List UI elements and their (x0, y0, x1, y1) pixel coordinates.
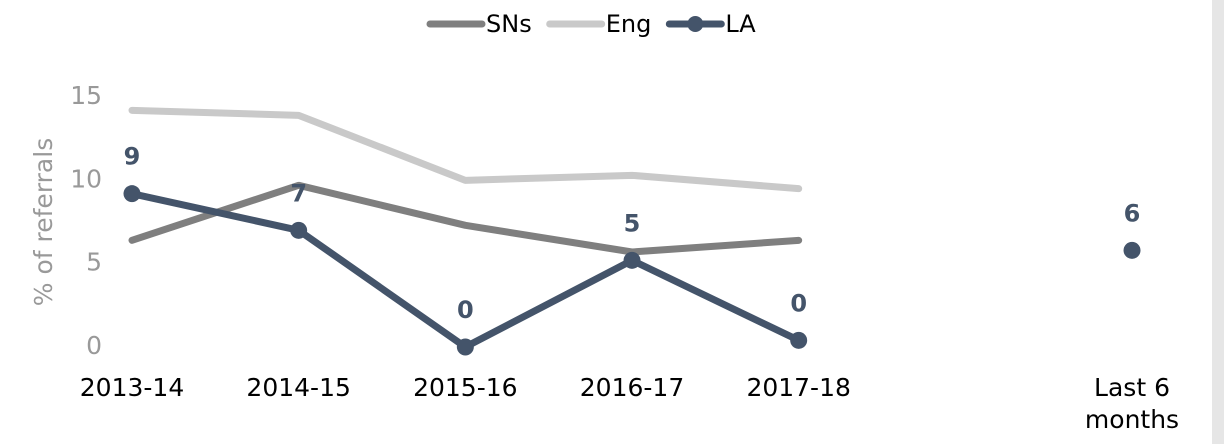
x-tick-label: 2016-17 (579, 373, 685, 402)
marker (790, 331, 808, 349)
data-label: 6 (1124, 199, 1141, 227)
series-line (128, 106, 803, 193)
x-tick-label: 2013-14 (79, 373, 185, 402)
y-tick-label: 15 (70, 81, 102, 110)
marker (290, 221, 308, 239)
x-tick-label: 2017-18 (746, 373, 851, 402)
marker (1123, 241, 1141, 259)
legend-label: LA (725, 10, 756, 38)
data-label: 0 (457, 296, 474, 324)
y-tick-label: 10 (70, 164, 102, 193)
legend-marker (687, 16, 704, 32)
marker (123, 185, 141, 203)
y-tick-label: 0 (86, 331, 102, 360)
data-label: 5 (624, 209, 641, 237)
marker (456, 338, 474, 356)
x-tick-label: Last 6 months (1084, 373, 1180, 434)
legend-label: SNs (486, 10, 532, 38)
scroll-edge (1212, 0, 1224, 444)
data-label: 9 (124, 143, 141, 171)
legend-label: Eng (606, 10, 652, 38)
data-label: 0 (790, 289, 807, 317)
series-line (128, 181, 803, 256)
y-tick-label: 5 (86, 248, 102, 277)
x-tick-label: 2015-16 (413, 373, 518, 402)
x-tick-label: 2014-15 (246, 373, 351, 402)
marker (623, 251, 641, 269)
data-label: 7 (290, 179, 307, 207)
y-axis-label: % of referrals (29, 138, 58, 306)
